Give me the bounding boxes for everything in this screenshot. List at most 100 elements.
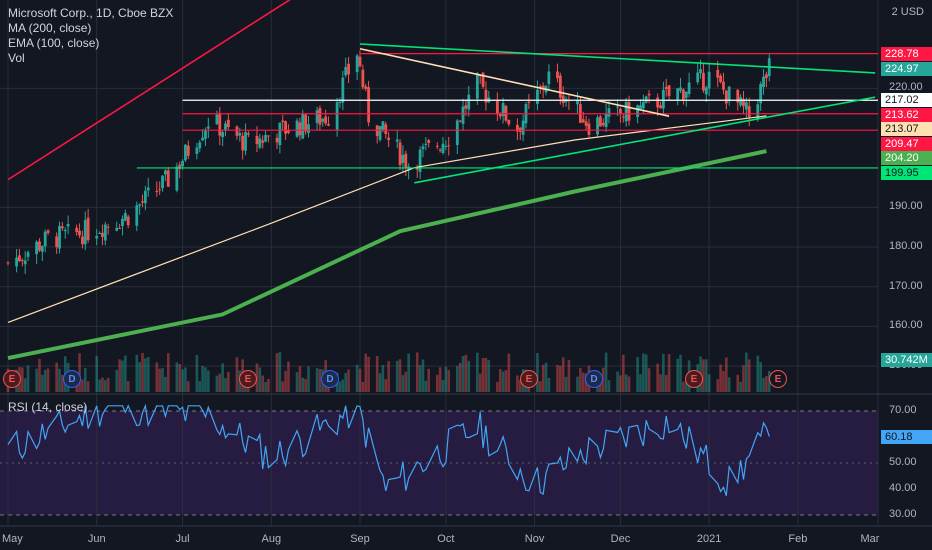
candle-body [722,81,725,90]
candle-body [507,119,511,125]
volume-bar [104,380,107,392]
candle-body [536,89,539,104]
candle-body [315,110,319,123]
volume-bar [401,375,405,392]
volume-bar [23,378,27,392]
volume-bar [264,381,267,392]
time-tick: 2021 [696,533,722,545]
volume-bar [762,377,765,392]
candle-body [238,133,242,136]
candle-body [246,133,250,135]
time-tick: Sep [350,533,370,545]
time-tick: Mar [860,533,880,545]
volume-bar [427,368,430,392]
candle-body [46,230,50,233]
volume-bar [516,375,519,392]
vol-legend[interactable]: Vol [8,51,25,65]
volume-bar [567,359,571,392]
candle-body [561,95,565,104]
volume-bar [166,353,170,392]
symbol-title[interactable]: Microsoft Corp., 1D, Cboe BZX [8,6,174,20]
candle-body [639,105,642,110]
ema-legend[interactable]: EMA (100, close) [8,36,100,50]
candle-body [60,226,64,229]
price-label: 224.97 [881,61,932,76]
candle-body [181,160,184,167]
dividend-marker[interactable]: D [585,370,603,388]
candle-body [15,257,18,267]
candle-body [664,86,668,90]
volume-bar [95,355,99,392]
candle-body [355,55,359,73]
volume-bar [541,364,545,392]
candle-body [126,216,130,226]
volume-bar [186,381,190,392]
price-label: 228.78 [881,46,932,61]
candle-body [556,71,559,79]
volume-bar [684,380,688,392]
volume-bar [722,371,725,392]
candle-body [424,143,428,145]
volume-bar [559,365,562,392]
volume-bar [716,379,720,392]
volume-bar [287,361,290,392]
candle-body [158,189,162,191]
candle-body [23,260,27,265]
candle-body [38,241,41,251]
volume-bar [736,374,740,392]
candle-body [447,145,451,147]
candle-body [6,262,10,264]
currency-label[interactable]: 2 USD [891,6,924,18]
volume-bar [275,353,279,392]
volume-bar [639,374,642,392]
candle-body [427,139,431,144]
dividend-marker[interactable]: D [321,370,339,388]
earnings-marker[interactable]: E [520,370,538,388]
candle-body [18,255,21,262]
volume-bar [765,376,768,392]
candle-body [441,143,445,154]
volume-bar [83,367,87,392]
candle-body [464,105,468,109]
candle-body [161,175,164,189]
candle-body [656,97,660,108]
candle-body [215,114,219,125]
candle-body [498,113,502,117]
volume-bar [756,355,760,392]
candle-body [475,73,479,99]
ma-legend[interactable]: MA (200, close) [8,21,92,35]
trendline [359,47,670,117]
candle-body [756,104,760,120]
rsi-legend-text[interactable]: RSI (14, close) [8,400,88,414]
earnings-marker[interactable]: E [239,370,257,388]
volume-bar [141,352,144,392]
volume-bar [227,371,230,392]
candle-body [198,142,202,149]
volume-bar [58,368,61,392]
candle-body [367,87,370,123]
dividend-marker[interactable]: D [63,370,81,388]
volume-bar [221,363,224,392]
price-tick: 160.00 [889,319,923,332]
volume-bar [418,365,422,392]
candle-body [58,226,61,249]
volume-bar [647,368,651,392]
candle-body [206,126,210,129]
candle-body [361,69,365,88]
earnings-marker[interactable]: E [3,370,21,388]
volume-bar [161,367,164,392]
candle-body [304,114,308,132]
candle-body [704,87,708,95]
candle-body [659,105,662,109]
candle-body [98,233,101,235]
earnings-marker[interactable]: E [769,370,787,388]
candle-body [719,75,722,83]
volume-bar [46,368,50,392]
volume-bar [146,357,150,392]
earnings-marker[interactable]: E [685,370,703,388]
candle-body [63,229,67,232]
volume-bar [344,372,347,392]
volume-bar [536,352,539,392]
volume-bar [364,353,368,392]
